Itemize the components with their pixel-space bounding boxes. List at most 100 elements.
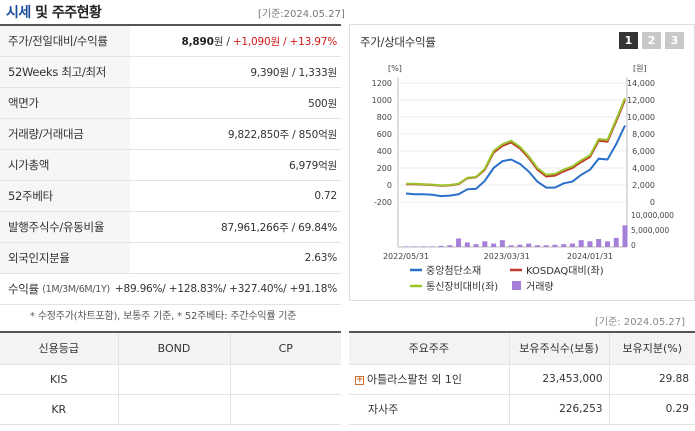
volume-bar (447, 245, 453, 247)
x-tick-label: 2024/01/31 (567, 252, 613, 261)
chart-page-2[interactable]: 2 (642, 32, 661, 49)
right-tick-label: 4,000 (632, 164, 655, 173)
volume-bar (456, 238, 462, 247)
row-label: 주가/전일대비/수익률 (0, 26, 130, 56)
price-summary-table: 주가/전일대비/수익률 8,890원 / +1,090원 / +13.97% 5… (0, 24, 341, 305)
row-shares: 발행주식수/유동비율 87,961,266주 / 69.84% (0, 212, 341, 243)
volume-bar (508, 245, 514, 247)
volume-bar (561, 244, 567, 247)
row-market-cap: 시가총액 6,979억원 (0, 150, 341, 181)
left-tick-label: 200 (377, 164, 392, 173)
row-label: 거래량/거래대금 (0, 119, 130, 149)
row-foreign: 외국인지분율 2.63% (0, 243, 341, 274)
row-value: 9,390원 / 1,333원 (250, 66, 337, 79)
price-value: 8,890 (181, 35, 214, 48)
chart-panel: 1200 1000 800 600 400 200 0 -200 14,000 12,000 10,… (349, 24, 695, 301)
credit-rating-table: 신용등급 BOND CP KIS KR (0, 331, 341, 425)
volume-bar (596, 239, 602, 247)
col-header: CP (230, 332, 341, 365)
chart-title: 주가/상대수익률 (360, 35, 436, 49)
volume-bar (569, 243, 575, 247)
title-rest: 및 주주현황 (30, 5, 102, 21)
series-line (405, 125, 626, 198)
volume-bar (543, 245, 549, 247)
holder-shares: 226,253 (509, 394, 610, 425)
volume-bar (464, 242, 470, 247)
volume-bar (429, 246, 435, 247)
volume-bar (438, 245, 444, 247)
table-cell (118, 364, 231, 395)
row-price: 주가/전일대비/수익률 8,890원 / +1,090원 / +13.97% (0, 26, 341, 57)
row-beta: 52주베타 0.72 (0, 181, 341, 212)
volume-bar (491, 243, 497, 247)
holder-name: + 아틀라스팔천 외 1인 (349, 364, 510, 395)
table-row: KIS (0, 364, 341, 395)
volume-bar (412, 246, 418, 247)
table-cell (118, 394, 231, 425)
x-tick-label: 2022/05/31 (383, 252, 429, 261)
row-value: 8,890원 / +1,090원 / +13.97% (130, 34, 341, 49)
series-line (406, 97, 626, 187)
left-tick-label: 1000 (372, 96, 392, 105)
title-highlight: 시세 (6, 5, 31, 21)
table-row: 자사주 226,253 0.29 (349, 394, 695, 425)
row-label: 52Weeks 최고/최저 (0, 57, 130, 87)
price-sep: / (223, 35, 233, 48)
legend-swatch (512, 281, 521, 290)
row-par-value: 액면가 500원 (0, 88, 341, 119)
volume-bar (622, 225, 628, 247)
footnote: * 수정주가(차트포함), 보통주 기준, * 52주베타: 주간수익률 기준 (30, 311, 297, 322)
volume-bar (552, 244, 558, 247)
table-cell: KR (0, 394, 119, 425)
right-tick-label: 12,000 (627, 96, 655, 105)
returns-value: +89.96%/ +128.83%/ +327.40%/ +91.18% (114, 283, 337, 295)
col-header: 신용등급 (0, 332, 119, 365)
row-value: 500원 (308, 97, 337, 110)
chart-page-selector: 1 2 3 (619, 32, 684, 49)
chart-page-1[interactable]: 1 (619, 32, 638, 49)
expand-plus-icon[interactable]: + (355, 374, 364, 385)
left-tick-label: 0 (387, 181, 392, 190)
reference-date: [기준:2024.05.27] (258, 9, 345, 20)
col-header: 주요주주 (349, 332, 510, 365)
legend-label: KOSDAQ대비(좌) (526, 265, 604, 277)
major-holders-table: 주요주주 보유주식수(보통) 보유지분(%) + 아틀라스팔천 외 1인 23,4… (349, 331, 695, 425)
holder-name-text: 아틀라스팔천 외 1인 (367, 373, 462, 386)
row-label: 시가총액 (0, 150, 130, 180)
left-tick-label: 1200 (372, 79, 392, 88)
row-returns: 수익률 (1M/3M/6M/1Y) +89.96%/ +128.83%/ +32… (0, 274, 341, 305)
returns-label: 수익률 (8, 282, 39, 296)
holder-shares: 23,453,000 (509, 364, 610, 395)
row-value: 6,979억원 (289, 159, 337, 172)
left-tick-label: 400 (377, 147, 392, 156)
right-tick-label: 8,000 (632, 130, 655, 139)
returns-sub: (1M/3M/6M/1Y) (42, 283, 110, 295)
volume-bar (482, 241, 488, 247)
volume-bar (613, 237, 619, 247)
holder-pct: 29.88 (609, 364, 695, 395)
col-header: 보유지분(%) (609, 332, 695, 365)
x-tick-label: 2023/03/31 (484, 252, 530, 261)
chart-page-3[interactable]: 3 (665, 32, 684, 49)
volume-bar (534, 245, 540, 247)
volume-tick-label: 5,000,000 (631, 226, 669, 235)
table-row: KR (0, 394, 341, 425)
row-label: 52주베타 (0, 181, 130, 211)
volume-bar (587, 241, 593, 247)
table-cell (230, 394, 341, 425)
holder-pct: 0.29 (609, 394, 695, 425)
right-tick-label: 2,000 (632, 181, 655, 190)
volume-bar (403, 246, 409, 247)
page-title: 시세 및 주주현황 (6, 2, 102, 22)
right-tick-label: 14,000 (627, 79, 655, 88)
legend-label: 중앙첨단소재 (426, 265, 481, 277)
right-unit-label: [원] (633, 64, 647, 73)
row-volume: 거래량/거래대금 9,822,850주 / 850억원 (0, 119, 341, 150)
holders-reference-date: [기준: 2024.05.27] (594, 317, 685, 328)
volume-bar (578, 240, 584, 247)
volume-bar (526, 243, 532, 247)
table-cell (230, 364, 341, 395)
row-52weeks: 52Weeks 최고/최저 9,390원 / 1,333원 (0, 57, 341, 88)
volume-bar (499, 240, 505, 247)
legend-label: 거래량 (526, 281, 554, 293)
